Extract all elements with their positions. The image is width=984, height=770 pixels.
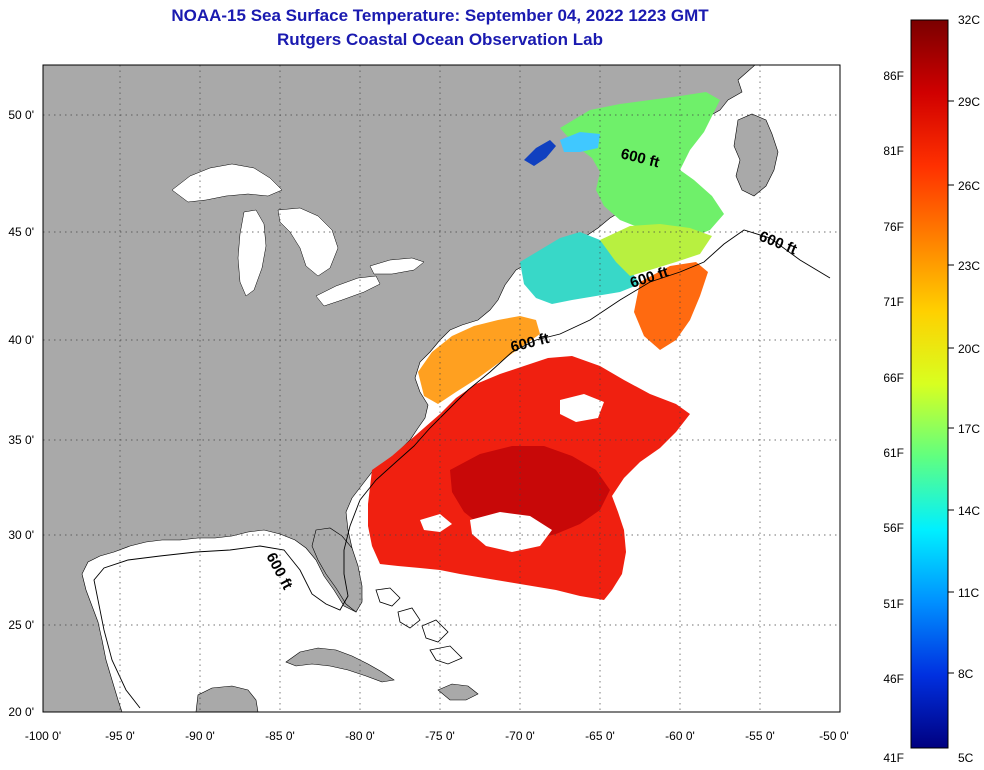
- colorbar-f-label: 71F: [883, 295, 904, 309]
- land-cuba: [285, 647, 395, 683]
- lon-tick-label: -70 0': [505, 729, 535, 743]
- lon-tick-label: -90 0': [185, 729, 215, 743]
- lat-tick-label: 50 0': [8, 108, 34, 122]
- sst-patch-stlawrence: [560, 92, 724, 238]
- colorbar-f-label: 41F: [883, 751, 904, 765]
- colorbar-c-label: 5C: [958, 751, 974, 765]
- lon-tick-label: -85 0': [265, 729, 295, 743]
- map-title: NOAA-15 Sea Surface Temperature: Septemb…: [171, 6, 709, 25]
- colorbar-celsius-labels: 32C 29C 26C 23C 20C 17C 14C 11C 8C 5C: [958, 13, 980, 765]
- lon-tick-label: -100 0': [25, 729, 61, 743]
- land-north-america: [43, 65, 756, 712]
- sst-patch-gulf-cyan: [560, 132, 600, 152]
- colorbar-c-label: 26C: [958, 179, 980, 193]
- colorbar-f-label: 86F: [883, 69, 904, 83]
- lake-erie: [315, 275, 381, 307]
- lat-tick-label: 45 0': [8, 225, 34, 239]
- temperature-colorbar: [910, 19, 949, 749]
- latitude-axis: 50 0' 45 0' 40 0' 35 0' 30 0' 25 0' 20 0…: [8, 108, 34, 719]
- lat-tick-label: 20 0': [8, 705, 34, 719]
- lat-tick-label: 40 0': [8, 333, 34, 347]
- colorbar-c-label: 29C: [958, 95, 980, 109]
- colorbar-f-label: 46F: [883, 672, 904, 686]
- colorbar-f-label: 76F: [883, 220, 904, 234]
- colorbar-c-label: 11C: [958, 586, 979, 600]
- lon-tick-label: -65 0': [585, 729, 615, 743]
- lat-tick-label: 30 0': [8, 528, 34, 542]
- lat-tick-label: 25 0': [8, 618, 34, 632]
- colorbar-c-label: 17C: [958, 422, 980, 436]
- colorbar-f-label: 81F: [883, 144, 904, 158]
- land-florida: [311, 527, 363, 613]
- isobath-600ft-gulf: [97, 599, 141, 709]
- bahamas-islands: [375, 587, 463, 665]
- colorbar-c-label: 23C: [958, 259, 980, 273]
- sst-patch-shelf-green: [600, 224, 712, 276]
- lake-superior: [171, 163, 283, 203]
- colorbar-c-label: 32C: [958, 13, 980, 27]
- colorbar-c-label: 8C: [958, 667, 974, 681]
- colorbar-f-label: 56F: [883, 521, 904, 535]
- sst-patch-stlawrence-blue: [524, 140, 556, 166]
- colorbar-ticks: [948, 100, 954, 674]
- colorbar-f-label: 66F: [883, 371, 904, 385]
- map-subtitle: Rutgers Coastal Ocean Observation Lab: [277, 30, 603, 49]
- sst-patch-midatlantic-orange: [418, 316, 540, 404]
- lon-tick-label: -60 0': [665, 729, 695, 743]
- lon-tick-label: -75 0': [425, 729, 455, 743]
- lon-tick-label: -80 0': [345, 729, 375, 743]
- lat-tick-label: 35 0': [8, 433, 34, 447]
- sst-cloud-gaps: [420, 394, 604, 552]
- land-hispaniola: [437, 683, 479, 701]
- isobath-600ft-contour: [93, 229, 831, 611]
- colorbar-f-label: 61F: [883, 446, 904, 460]
- colorbar-c-label: 20C: [958, 342, 980, 356]
- map-frame: [42, 64, 841, 713]
- colorbar-fahrenheit-labels: 86F 81F 76F 71F 66F 61F 56F 51F 46F 41F: [883, 69, 904, 765]
- graticule: [43, 65, 840, 712]
- land-yucatan: [195, 685, 259, 712]
- land-newfoundland: [733, 113, 779, 197]
- colorbar-c-label: 14C: [958, 504, 980, 518]
- lon-tick-label: -55 0': [745, 729, 775, 743]
- longitude-axis: -100 0' -95 0' -90 0' -85 0' -80 0' -75 …: [25, 729, 849, 743]
- lake-michigan: [237, 209, 267, 297]
- lon-tick-label: -95 0': [105, 729, 135, 743]
- lake-huron: [277, 207, 339, 277]
- lon-tick-label: -50 0': [819, 729, 849, 743]
- colorbar-f-label: 51F: [883, 597, 904, 611]
- sst-patch-ne-orange: [634, 262, 708, 350]
- lake-ontario: [369, 257, 425, 275]
